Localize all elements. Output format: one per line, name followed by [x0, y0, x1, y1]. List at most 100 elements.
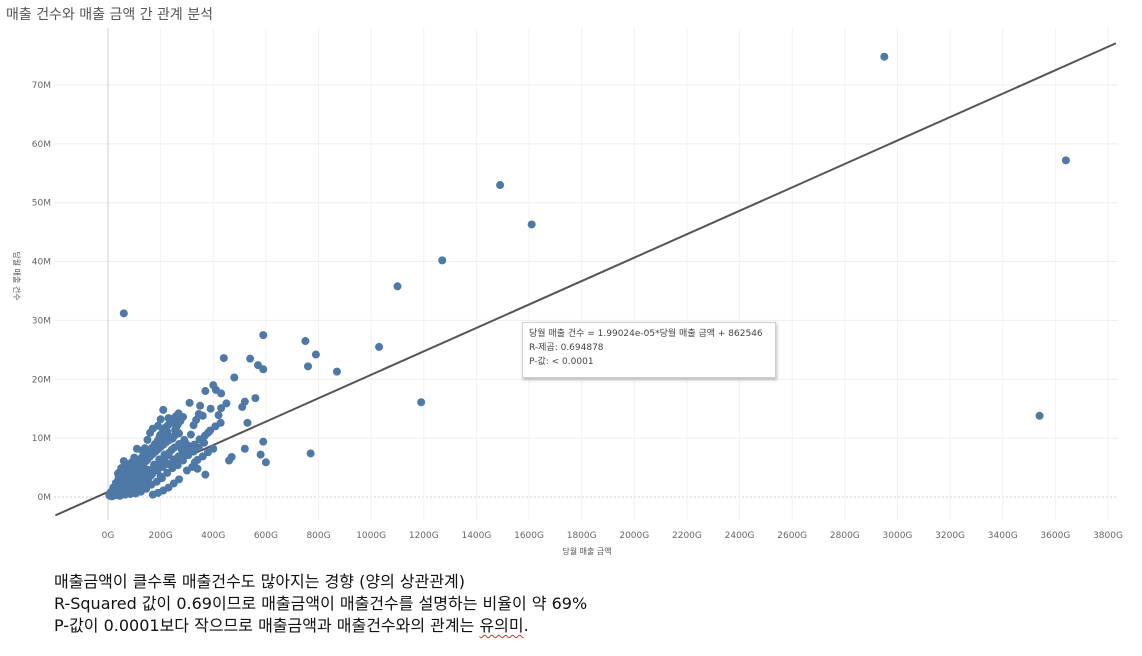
x-tick-label: 1400G [461, 531, 491, 541]
data-point[interactable] [256, 450, 265, 459]
data-point[interactable] [301, 337, 310, 346]
x-tick-label: 1200G [409, 531, 439, 541]
data-point[interactable] [1061, 156, 1070, 165]
data-point[interactable] [206, 404, 215, 413]
data-point[interactable] [156, 415, 165, 424]
data-point[interactable] [332, 367, 341, 376]
note-line-3-end: . [523, 616, 529, 635]
x-axis-label: 당월 매출 금액 [562, 546, 611, 556]
x-tick-label: 1800G [567, 531, 597, 541]
data-point[interactable] [119, 309, 128, 318]
y-tick-label: 20M [32, 375, 51, 385]
x-tick-label: 3400G [988, 531, 1018, 541]
data-point[interactable] [261, 458, 270, 467]
data-point[interactable] [164, 460, 173, 469]
note-line-3: P-값이 0.0001보다 작으므로 매출금액과 매출건수와의 관계는 유의미. [54, 615, 587, 637]
data-point[interactable] [311, 350, 320, 359]
x-tick-label: 600G [254, 531, 278, 541]
x-tick-label: 3000G [883, 531, 913, 541]
data-point[interactable] [172, 430, 181, 439]
x-tick-label: 3800G [1093, 531, 1123, 541]
data-point[interactable] [132, 444, 141, 453]
x-tick-label: 400G [201, 531, 225, 541]
data-point[interactable] [143, 435, 152, 444]
x-tick-label: 2400G [725, 531, 755, 541]
x-tick-label: 2200G [672, 531, 702, 541]
data-point[interactable] [880, 52, 889, 61]
data-point[interactable] [163, 468, 172, 477]
scatter-chart: 0M 10M 20M 30M 40M 50M 60M 70M 0G 200G 400G 600G 80… [12, 28, 1123, 556]
trendline-tooltip: 당월 매출 건수 = 1.99024e-05*당월 매출 금액 + 862546… [522, 322, 776, 378]
data-point[interactable] [222, 399, 231, 408]
data-point[interactable] [170, 443, 179, 452]
note-line-2: R-Squared 값이 0.69이므로 매출금액이 매출건수를 설명하는 비율… [54, 594, 588, 613]
y-tick-label: 60M [32, 140, 51, 150]
y-tick-label: 40M [32, 258, 51, 268]
data-point[interactable] [238, 402, 247, 411]
data-point[interactable] [173, 461, 182, 470]
data-point[interactable] [230, 373, 239, 382]
x-tick-label: 2600G [777, 531, 807, 541]
y-axis-label: 당월 매출 건수 [12, 251, 22, 300]
data-point[interactable] [148, 490, 157, 499]
data-point[interactable] [1035, 411, 1044, 420]
data-point[interactable] [243, 418, 252, 427]
data-point[interactable] [214, 411, 223, 420]
data-point[interactable] [159, 405, 168, 414]
y-axis-ticks: 0M 10M 20M 30M 40M 50M 60M 70M [32, 81, 51, 503]
data-point[interactable] [246, 354, 255, 363]
trend-line[interactable] [54, 42, 1117, 517]
data-point[interactable] [438, 256, 447, 265]
x-tick-label: 1000G [356, 531, 386, 541]
x-tick-label: 2800G [830, 531, 860, 541]
data-point[interactable] [217, 389, 226, 398]
y-tick-label: 50M [32, 199, 51, 209]
data-point[interactable] [259, 331, 268, 340]
data-point[interactable] [259, 437, 268, 446]
data-point[interactable] [375, 342, 384, 351]
data-point[interactable] [209, 444, 218, 453]
trendline-equation: 당월 매출 건수 = 1.99024e-05*당월 매출 금액 + 862546 [529, 329, 763, 339]
y-tick-label: 30M [32, 316, 51, 326]
data-point[interactable] [216, 418, 225, 427]
data-point[interactable] [157, 474, 166, 483]
x-tick-label: 1600G [514, 531, 544, 541]
data-point[interactable] [201, 387, 210, 396]
x-tick-label: 3600G [1040, 531, 1070, 541]
x-tick-label: 2000G [619, 531, 649, 541]
data-point[interactable] [185, 398, 194, 407]
data-point[interactable] [417, 398, 426, 407]
data-point[interactable] [259, 365, 268, 374]
y-tick-label: 70M [32, 81, 51, 91]
data-point[interactable] [251, 394, 260, 403]
data-point[interactable] [196, 401, 205, 410]
chart-title: 매출 건수와 매출 금액 간 관계 분석 [6, 7, 214, 23]
x-tick-label: 800G [306, 531, 330, 541]
note-line-3-highlight: 유의미 [479, 616, 524, 635]
x-axis-ticks: 0G 200G 400G 600G 800G 1000G 1200G 1400G 1600G 18… [102, 531, 1123, 541]
data-point[interactable] [201, 470, 210, 479]
data-point[interactable] [194, 410, 203, 419]
data-point[interactable] [200, 431, 209, 440]
data-point[interactable] [185, 445, 194, 454]
data-point[interactable] [186, 430, 195, 439]
y-tick-label: 10M [32, 434, 51, 444]
data-point[interactable] [219, 354, 228, 363]
note-line-3-text: P-값이 0.0001보다 작으므로 매출금액과 매출건수와의 관계는 [54, 616, 480, 635]
trendline-p-value: P-값: < 0.0001 [529, 357, 594, 367]
data-point[interactable] [190, 440, 199, 449]
data-point[interactable] [240, 444, 249, 453]
data-point[interactable] [393, 282, 402, 291]
data-point[interactable] [217, 404, 226, 413]
x-tick-label: 3200G [935, 531, 965, 541]
data-point[interactable] [304, 362, 313, 371]
data-points [105, 52, 1070, 501]
data-point[interactable] [146, 428, 155, 437]
data-point[interactable] [496, 181, 505, 190]
trendline-r-squared: R-제곱: 0.694878 [529, 343, 604, 353]
data-point[interactable] [188, 462, 197, 471]
data-point[interactable] [174, 409, 183, 418]
data-point[interactable] [225, 456, 234, 465]
data-point[interactable] [527, 220, 536, 229]
data-point[interactable] [306, 449, 315, 458]
